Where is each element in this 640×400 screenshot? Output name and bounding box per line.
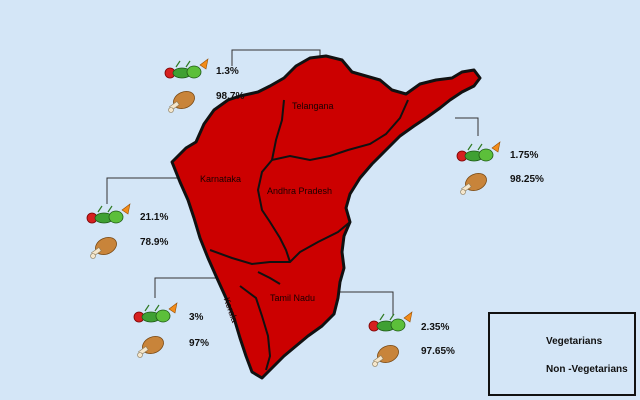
state-label-karnataka: Karnataka — [200, 174, 242, 184]
legend-nonveg-label: Non -Vegetarians — [546, 364, 628, 375]
leader-lines — [106, 49, 479, 316]
leader-line-tamilnadu — [330, 291, 394, 316]
karnataka-nonveg-pct: 78.9% — [140, 237, 169, 248]
legend: Vegetarians Non -Vegetarians — [488, 312, 636, 396]
vegetables-icon — [456, 141, 501, 162]
telangana-veg-pct: 1.3% — [216, 66, 239, 77]
region-outline — [170, 54, 482, 380]
kerala-nonveg-pct: 97% — [189, 338, 210, 349]
legend-veg-label: Vegetarians — [546, 336, 603, 347]
border-kerala-tamilnadu — [239, 285, 272, 371]
border-tn-ap — [257, 271, 281, 285]
vegetables-icon — [164, 58, 209, 79]
vegetables-icon — [86, 203, 131, 224]
telangana-nonveg-pct: 98.7% — [216, 91, 245, 102]
border-karnataka-andhra — [256, 159, 291, 263]
chicken-leg-icon — [137, 335, 164, 358]
state-label-andhra: Andhra Pradesh — [267, 186, 333, 196]
tamilnadu-nonveg-pct: 97.65% — [421, 346, 455, 357]
chicken-leg-icon — [168, 90, 195, 113]
andhra-nonveg-pct: 98.25% — [510, 174, 544, 185]
chicken-leg-icon — [90, 236, 117, 259]
kerala-veg-pct: 3% — [189, 312, 204, 323]
chicken-leg-icon — [372, 344, 399, 367]
leader-line-kerala — [154, 277, 232, 298]
state-label-tamilnadu: Tamil Nadu — [270, 293, 316, 303]
border-telangana — [270, 99, 409, 162]
andhra-veg-pct: 1.75% — [510, 150, 539, 161]
border-karnataka-south — [209, 221, 351, 266]
tamilnadu-veg-pct: 2.35% — [421, 322, 450, 333]
leader-line-telangana — [231, 49, 321, 66]
leader-line-andhra — [455, 117, 479, 136]
leader-line-karnataka — [106, 177, 185, 204]
vegetables-icon — [133, 302, 178, 323]
chicken-leg-icon — [460, 172, 487, 195]
karnataka-veg-pct: 21.1% — [140, 212, 169, 223]
vegetables-icon — [368, 311, 413, 332]
state-borders — [209, 99, 409, 371]
state-label-telangana: Telangana — [292, 101, 334, 111]
